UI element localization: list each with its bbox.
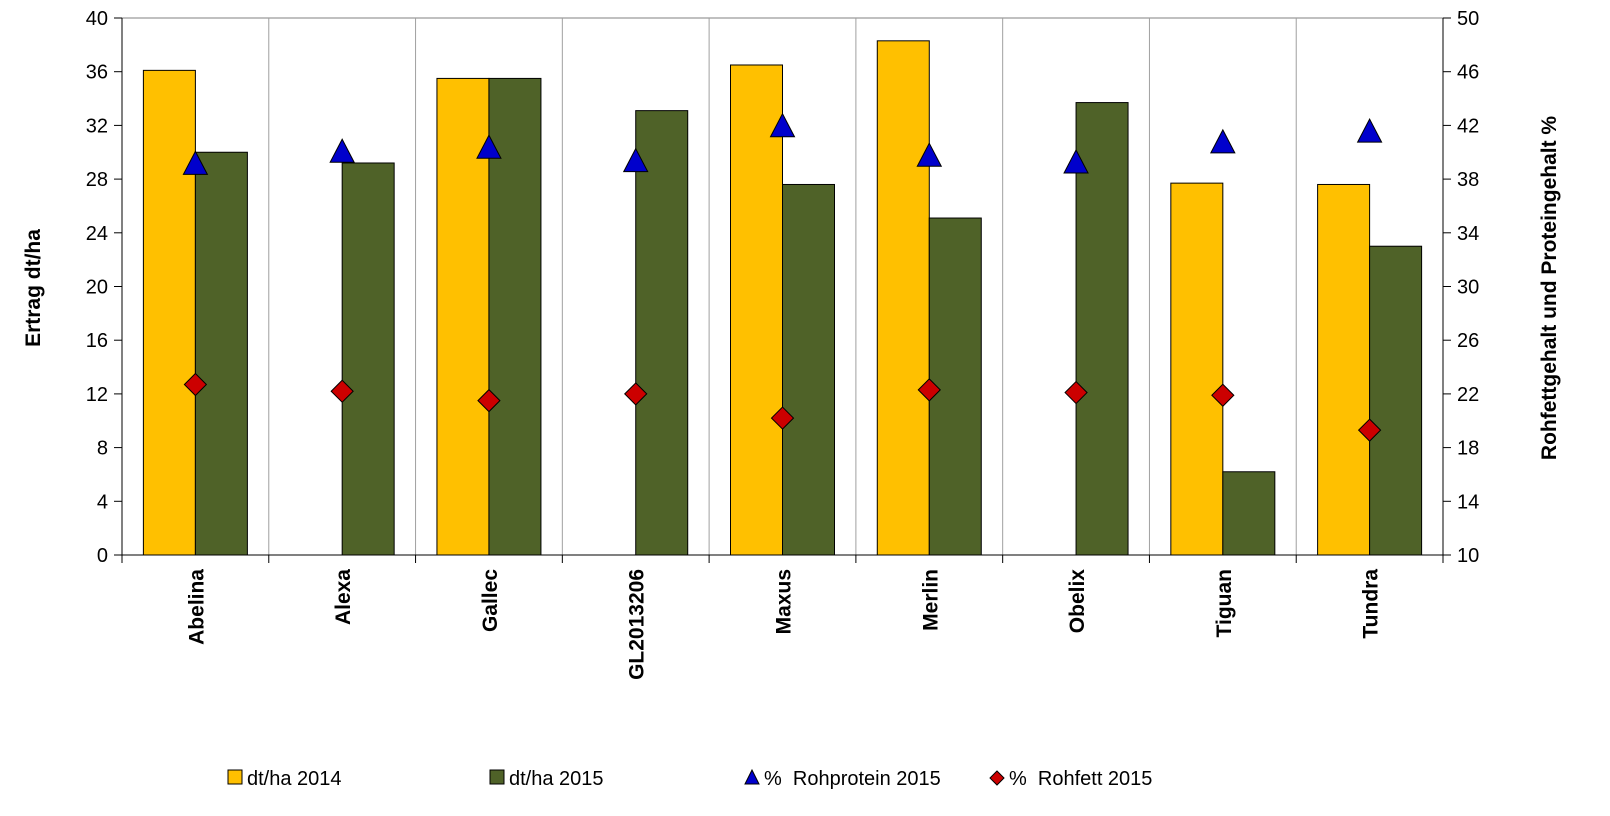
x-tick-label: Gallec xyxy=(479,569,502,632)
y-axis-title-right: Rohfettgehalt und Proteingehalt % xyxy=(1538,116,1561,460)
legend-label: % Rohfett 2015 xyxy=(1009,768,1152,790)
rohprotein-marker-gallec xyxy=(476,134,502,159)
x-tick-label: Alexa xyxy=(332,569,355,625)
rohfett-marker-gl2013206 xyxy=(624,382,648,406)
x-tick-label: GL2013206 xyxy=(626,569,649,680)
y-tick-label-left: 8 xyxy=(97,438,108,460)
bar-2014-abelina xyxy=(142,69,196,556)
legend-swatch xyxy=(489,769,505,785)
y-tick-label-right: 46 xyxy=(1457,62,1479,84)
legend-swatch xyxy=(227,769,243,785)
y-tick-label-right: 10 xyxy=(1457,545,1479,567)
y-tick-label-right: 42 xyxy=(1457,115,1479,137)
legend-label: dt/ha 2015 xyxy=(509,768,604,790)
bar-2014-merlin xyxy=(876,40,930,556)
y-tick-label-right: 22 xyxy=(1457,384,1479,406)
y-tick-label-left: 20 xyxy=(86,277,108,299)
x-tick-label: Tiguan xyxy=(1213,569,1236,637)
x-tick-label: Obelix xyxy=(1066,569,1089,634)
y-tick-label-right: 38 xyxy=(1457,169,1479,191)
y-tick-label-left: 32 xyxy=(86,115,108,137)
bar-2015-alexa xyxy=(341,162,395,556)
rohprotein-marker-tiguan xyxy=(1210,128,1236,154)
rohfett-marker-maxus xyxy=(770,406,795,430)
y-tick-label-left: 28 xyxy=(86,169,108,191)
y-tick-label-right: 50 xyxy=(1457,8,1479,30)
bar-2014-maxus xyxy=(730,64,783,556)
y-axis-title-left: Ertrag dt/ha xyxy=(22,229,45,347)
y-tick-label-right: 30 xyxy=(1457,277,1479,299)
rohprotein-marker-gl2013206 xyxy=(622,147,649,173)
y-tick-label-left: 36 xyxy=(86,62,108,84)
axis-layer xyxy=(114,17,1451,563)
legend-label: dt/ha 2014 xyxy=(247,768,342,790)
bar-2015-maxus xyxy=(782,183,835,556)
bar-2015-merlin xyxy=(928,217,982,556)
rohfett-marker-alexa xyxy=(330,379,354,403)
bar-2014-tiguan xyxy=(1170,182,1224,556)
y-tick-label-right: 14 xyxy=(1457,491,1479,513)
bar-2015-tundra xyxy=(1369,245,1423,556)
label-layer: 0 4 8 12 16 20 24 28 32 36 40 10 14 18 22 26 30 34 38 42 46 5… xyxy=(86,8,1480,680)
bar-2014-tundra xyxy=(1317,183,1371,556)
rohprotein-marker-alexa xyxy=(329,138,355,163)
y-tick-label-left: 40 xyxy=(86,8,108,30)
legend-swatch xyxy=(744,768,760,785)
rohprotein-marker-tundra xyxy=(1356,118,1383,143)
rohfett-marker-tundra xyxy=(1357,418,1382,442)
x-tick-label: Maxus xyxy=(773,569,796,634)
y-tick-label-left: 24 xyxy=(86,223,108,245)
rohprotein-marker-maxus xyxy=(769,112,796,138)
bar-2015-gl2013206 xyxy=(635,110,689,556)
y-tick-label-right: 26 xyxy=(1457,330,1479,352)
rohfett-marker-tiguan xyxy=(1211,383,1235,407)
legend-label: % Rohprotein 2015 xyxy=(764,768,941,790)
y-tick-label-right: 34 xyxy=(1457,223,1479,245)
y-tick-label-left: 12 xyxy=(86,384,108,406)
marker-layer xyxy=(182,112,1383,442)
bar-2015-abelina xyxy=(194,151,248,556)
rohfett-marker-abelina xyxy=(183,372,208,397)
rohprotein-marker-obelix xyxy=(1063,148,1089,174)
x-tick-label: Tundra xyxy=(1360,569,1383,639)
bar-2015-obelix xyxy=(1075,102,1129,556)
legend: dt/ha 2014 dt/ha 2015 % Rohprotein 2015 % R… xyxy=(227,768,1152,790)
x-tick-label: Merlin xyxy=(919,569,942,631)
rohprotein-marker-abelina xyxy=(182,150,209,175)
y-tick-label-right: 18 xyxy=(1457,438,1479,460)
x-tick-label: Abelina xyxy=(185,569,208,645)
rohprotein-marker-merlin xyxy=(916,142,943,167)
legend-swatch xyxy=(989,770,1005,786)
y-tick-label-left: 4 xyxy=(97,491,108,513)
y-tick-label-left: 0 xyxy=(97,545,108,567)
bar-2015-tiguan xyxy=(1222,471,1276,556)
rohfett-marker-gallec xyxy=(477,388,501,413)
rohfett-marker-merlin xyxy=(917,378,941,402)
rohfett-marker-obelix xyxy=(1064,380,1088,405)
y-tick-label-left: 16 xyxy=(86,330,108,352)
